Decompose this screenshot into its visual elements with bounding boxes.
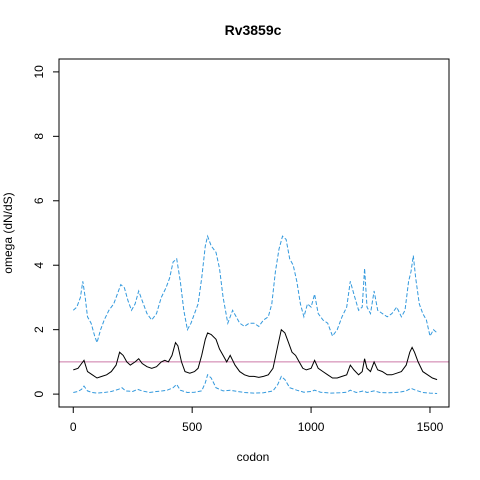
- y-tick-label: 10: [32, 65, 46, 79]
- y-tick-label: 4: [32, 262, 46, 269]
- y-tick-label: 0: [32, 390, 46, 397]
- y-tick-label: 8: [32, 133, 46, 140]
- plot-frame: [58, 58, 450, 408]
- y-tick-label: 6: [32, 197, 46, 204]
- chart-title: Rv3859c: [225, 22, 282, 38]
- lower-ci-series: [73, 373, 438, 394]
- x-axis: 0 500 1000 1500: [70, 407, 444, 434]
- x-tick-label: 1500: [417, 420, 444, 434]
- x-tick-label: 1000: [298, 420, 325, 434]
- x-tick-label: 0: [70, 420, 77, 434]
- y-tick-label: 2: [32, 326, 46, 333]
- plot-area: [59, 234, 449, 394]
- mean-omega-series: [73, 328, 438, 381]
- y-axis-label: omega (dN/dS): [1, 192, 15, 273]
- y-axis: 0 2 4 6 8 10: [32, 65, 59, 397]
- upper-ci-series: [72, 234, 438, 345]
- x-tick-label: 500: [182, 420, 202, 434]
- x-axis-label: codon: [237, 450, 270, 464]
